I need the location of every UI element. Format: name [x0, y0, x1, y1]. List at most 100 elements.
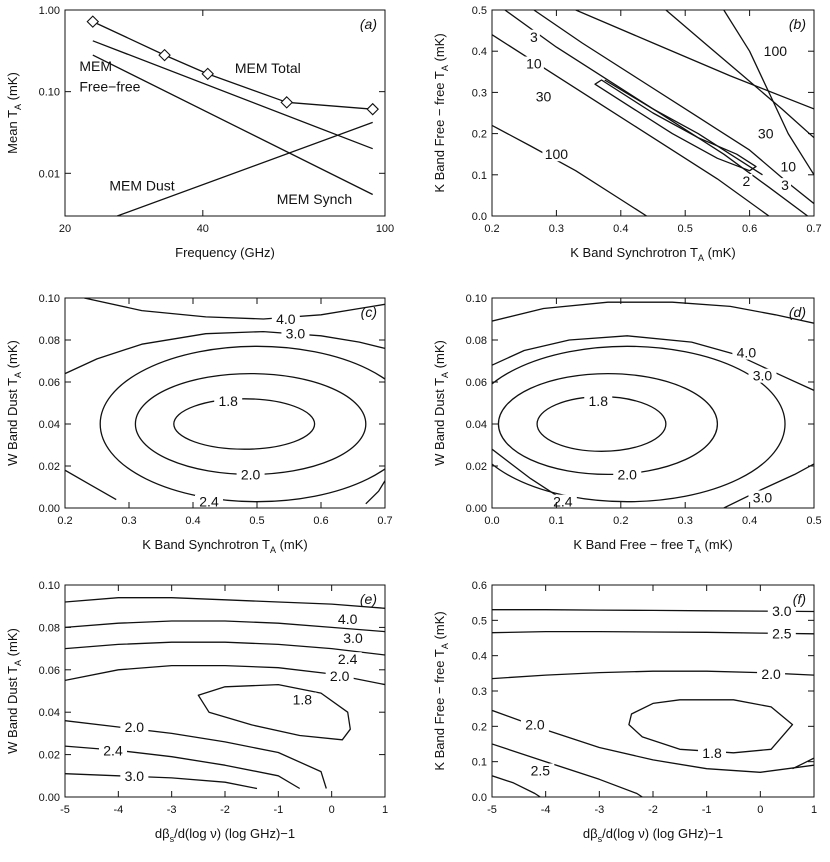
contour-label: 2.0 [330, 668, 350, 684]
x-tick-label: -5 [487, 804, 497, 816]
y-tick-label: 0.1 [472, 170, 487, 182]
contour-line [492, 124, 647, 216]
axis-label-main: Mean T [5, 110, 20, 154]
y-tick-label: 0.06 [39, 665, 60, 677]
axis-label-tail: (mK) [276, 537, 308, 552]
panel-label: (b) [789, 16, 806, 32]
y-tick-label: 0.06 [466, 377, 487, 389]
contour-label: 10 [526, 56, 542, 72]
axis-label-subscript: A [13, 660, 23, 666]
x-tick-label: 0.4 [185, 515, 200, 527]
contour-line [665, 10, 814, 139]
x-tick-label: 0.5 [678, 223, 693, 235]
axis-label-tail: (mK) [5, 628, 20, 660]
contour-label-mask [99, 743, 127, 758]
contour-line [84, 298, 385, 320]
x-tick-label: 20 [59, 223, 71, 235]
contour-label-mask [548, 494, 577, 509]
contour-label-mask [740, 173, 753, 188]
contour-label: 100 [545, 146, 569, 162]
contour-label-mask [613, 467, 642, 482]
axis-label-main: K Band Synchrotron T [142, 537, 270, 552]
contour-line [492, 775, 541, 797]
contour-label-mask [748, 368, 777, 383]
panel-a-mean-ta-vs-frequency: MEM Total MEM Free−free MEM Dust MEM Synch 20… [5, 5, 394, 260]
plot-area [65, 597, 385, 790]
contour-line [65, 330, 385, 375]
axis-label: K Band Free − free TA (mK) [573, 537, 732, 555]
contour-line [723, 463, 814, 508]
series-annotation: Free−free [79, 79, 140, 95]
contour-line [65, 720, 327, 789]
axis-label: K Band Synchrotron TA (mK) [570, 245, 735, 263]
contour-label: 4.0 [737, 345, 757, 361]
axis-label-main: K Band Free − free T [432, 649, 447, 771]
contour-label: 2.5 [772, 625, 792, 641]
series-annotation: MEM [79, 58, 112, 74]
contour-label: 3.0 [343, 630, 363, 646]
x-tick-label: -1 [702, 804, 712, 816]
contour-line [65, 773, 258, 790]
contour-label-mask [523, 56, 544, 71]
x-tick-label: 0.2 [484, 223, 499, 235]
x-tick-label: 0.0 [484, 515, 499, 527]
axis-label-subscript: A [695, 545, 701, 555]
contour-line [173, 398, 316, 450]
axis-label-main: W Band Dust T [5, 378, 20, 466]
contour-label-mask [325, 669, 354, 684]
plot-area [65, 298, 385, 505]
plot-area [492, 301, 814, 508]
axis-label-tail: (mK) [432, 340, 447, 372]
contour-line [99, 345, 385, 503]
y-tick-label: 0.2 [472, 129, 487, 141]
x-tick-label: -3 [594, 804, 604, 816]
plot-area [492, 10, 814, 216]
x-tick-label: 40 [197, 223, 209, 235]
x-tick-label: 1 [811, 804, 817, 816]
data-point-diamond [158, 48, 171, 62]
axis-label-main: dβ [155, 826, 170, 841]
contour-line [492, 345, 786, 503]
y-tick-label: 0.5 [472, 615, 487, 627]
axis-label-subscript: A [440, 643, 450, 649]
x-tick-label: 0.1 [549, 515, 564, 527]
x-tick-label: 1 [382, 804, 388, 816]
x-tick-label: -2 [648, 804, 658, 816]
contour-label-mask [120, 720, 149, 735]
contour-label-mask [748, 490, 777, 505]
contour-label: 2.0 [125, 719, 145, 735]
x-tick-label: 100 [376, 223, 394, 235]
series-annotation: MEM Dust [109, 177, 174, 193]
contour-label-mask [526, 763, 555, 778]
x-tick-label: 0.7 [806, 223, 821, 235]
x-tick-label: -4 [113, 804, 123, 816]
axis-label-tail: (mK) [432, 611, 447, 643]
contour-line [723, 10, 814, 176]
x-tick-label: 0.6 [742, 223, 757, 235]
plot-area [86, 15, 379, 216]
y-tick-label: 0.2 [472, 721, 487, 733]
series-line [116, 121, 373, 216]
contour-label: 2.4 [103, 742, 123, 758]
contour-label: 3.0 [125, 768, 145, 784]
contour-label-mask [755, 126, 776, 141]
axis-label-subscript: A [13, 104, 23, 110]
y-tick-label: 0.00 [39, 503, 60, 515]
axis-label-main: K Band Free − free T [432, 71, 447, 193]
contour-line [134, 372, 367, 476]
y-tick-label: 0.00 [466, 503, 487, 515]
axis-label-subscript: A [13, 372, 23, 378]
contour-label: 2.4 [199, 494, 219, 510]
x-tick-label: 0.4 [742, 515, 757, 527]
y-tick-label: 0.6 [472, 580, 487, 592]
axis-label: W Band Dust TA (mK) [432, 340, 450, 466]
axis-label: dβs/d(log ν) (log GHz)−1 [583, 826, 723, 844]
panel-label: (c) [361, 304, 377, 320]
axis-label-main: W Band Dust T [5, 666, 20, 754]
axis-label: K Band Free − free TA (mK) [432, 33, 450, 192]
panel-d-contour-dust-vs-ff: 4.0 3.0 1.8 2.0 2.4 3.0 0.0 0.1 0.2 0.3 0.4 0.5 0.00… [432, 293, 822, 555]
contour-line [365, 480, 385, 505]
contour-label: 1.8 [218, 393, 238, 409]
contour-label: 3.0 [753, 490, 773, 506]
contour-label-mask [333, 611, 362, 626]
